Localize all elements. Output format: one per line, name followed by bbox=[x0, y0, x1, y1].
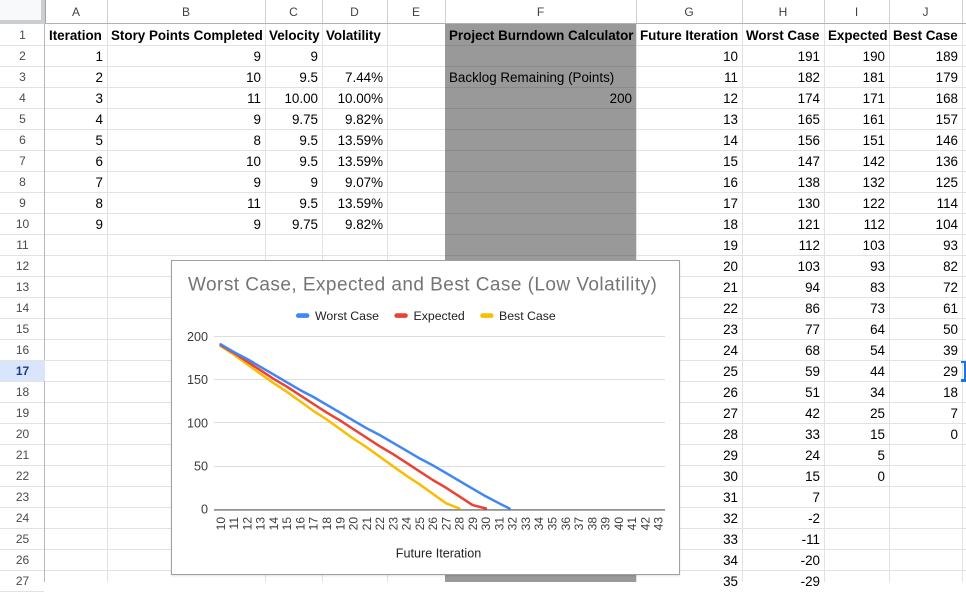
svg-text:40: 40 bbox=[611, 516, 625, 530]
svg-text:34: 34 bbox=[532, 516, 546, 530]
svg-text:100: 100 bbox=[186, 416, 207, 430]
svg-text:11: 11 bbox=[227, 516, 241, 529]
svg-text:37: 37 bbox=[572, 516, 586, 530]
svg-text:20: 20 bbox=[346, 516, 360, 530]
svg-text:26: 26 bbox=[426, 516, 440, 530]
svg-text:0: 0 bbox=[200, 502, 207, 516]
svg-text:150: 150 bbox=[186, 373, 207, 387]
svg-text:Worst Case: Worst Case bbox=[315, 309, 379, 323]
svg-text:Worst Case, Expected and Best: Worst Case, Expected and Best Case (Low … bbox=[188, 274, 657, 295]
svg-text:28: 28 bbox=[452, 516, 466, 530]
svg-text:35: 35 bbox=[545, 516, 559, 530]
svg-text:13: 13 bbox=[253, 516, 267, 530]
svg-text:22: 22 bbox=[373, 516, 387, 530]
svg-text:23: 23 bbox=[386, 516, 400, 530]
svg-text:14: 14 bbox=[267, 516, 281, 530]
svg-text:30: 30 bbox=[479, 516, 493, 530]
svg-text:12: 12 bbox=[240, 516, 254, 530]
svg-text:17: 17 bbox=[306, 516, 320, 530]
svg-text:15: 15 bbox=[280, 516, 294, 530]
svg-text:18: 18 bbox=[320, 516, 334, 530]
svg-text:50: 50 bbox=[193, 459, 207, 473]
svg-text:Future Iteration: Future Iteration bbox=[395, 546, 480, 560]
svg-text:43: 43 bbox=[651, 516, 665, 530]
svg-text:39: 39 bbox=[598, 516, 612, 530]
svg-text:29: 29 bbox=[465, 516, 479, 530]
svg-text:19: 19 bbox=[333, 516, 347, 530]
svg-text:31: 31 bbox=[492, 516, 506, 530]
svg-text:24: 24 bbox=[399, 516, 413, 530]
svg-text:33: 33 bbox=[519, 516, 533, 530]
svg-text:27: 27 bbox=[439, 516, 453, 530]
svg-text:21: 21 bbox=[359, 516, 373, 530]
svg-text:Best Case: Best Case bbox=[499, 309, 556, 323]
svg-text:Expected: Expected bbox=[413, 309, 464, 323]
svg-text:32: 32 bbox=[505, 516, 519, 530]
svg-text:42: 42 bbox=[638, 516, 652, 530]
svg-text:200: 200 bbox=[186, 329, 207, 343]
svg-text:16: 16 bbox=[293, 516, 307, 530]
svg-text:38: 38 bbox=[585, 516, 599, 530]
svg-text:10: 10 bbox=[213, 516, 227, 530]
svg-text:36: 36 bbox=[558, 516, 572, 530]
svg-text:25: 25 bbox=[412, 516, 426, 530]
svg-text:41: 41 bbox=[625, 516, 639, 530]
